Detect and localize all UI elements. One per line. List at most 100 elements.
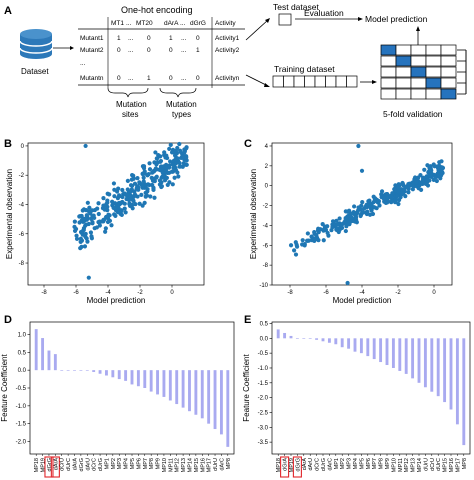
scatter-point (356, 143, 361, 149)
scatter-point (90, 219, 95, 225)
scatter-point (157, 167, 162, 172)
scatter-point (88, 230, 94, 235)
bar (105, 370, 108, 376)
scatter-point (373, 196, 378, 201)
scatter-point (343, 228, 348, 234)
fold-cell (410, 88, 427, 100)
fold-cell (440, 88, 457, 100)
matrix-activity: Activityn (215, 75, 240, 82)
scatter-point (366, 199, 371, 204)
scatter-point (386, 199, 391, 204)
highlight-box (280, 456, 290, 478)
scatter-point (406, 190, 411, 195)
bar (111, 370, 115, 378)
x-tick-label: dGrG (79, 458, 85, 471)
scatter-point (400, 181, 405, 186)
x-tick-label: MP3 (347, 458, 353, 469)
scatter-point (135, 176, 140, 181)
scatter-point (168, 142, 173, 148)
scatter-point (74, 236, 80, 241)
scatter-point (321, 238, 326, 243)
x-tick-label: dUrG (98, 458, 104, 471)
y-tick-label: 0.0 (260, 336, 269, 342)
scatter-point (87, 205, 92, 210)
scatter-point (161, 173, 166, 178)
scatter-point (83, 234, 88, 240)
x-tick-label: MP15 (443, 458, 449, 472)
scatter-point (125, 178, 130, 183)
scatter-point (72, 219, 77, 224)
highlight-box (50, 456, 60, 478)
scatter-point (184, 158, 189, 163)
scatter-point (169, 169, 175, 174)
scatter-point (140, 171, 145, 176)
scatter-point (181, 161, 186, 166)
scatter-point (130, 202, 135, 208)
fold-cell (395, 66, 412, 78)
scatter-point (440, 170, 445, 176)
scatter-point (381, 196, 386, 201)
y-tick-label: -3.5 (258, 440, 269, 446)
scatter-point (428, 169, 433, 174)
y-axis-label: Experimental observation (5, 169, 14, 259)
matrix-cell: 1 (147, 75, 151, 82)
y-tick-label: -10 (259, 283, 268, 289)
scatter-point (364, 202, 369, 207)
bar (149, 370, 153, 392)
x-tick-label: -4 (359, 290, 365, 296)
bar (79, 370, 83, 371)
y-tick-label: -8 (19, 261, 25, 267)
scatter-point (158, 158, 164, 164)
validation-folds (380, 44, 467, 100)
fold-cell (440, 55, 457, 67)
mutation-types-label: Mutation types (166, 100, 197, 119)
scatter-point (169, 150, 175, 155)
bar (85, 370, 89, 371)
scatter-point (147, 167, 153, 172)
x-tick-label: MP10 (391, 458, 397, 472)
x-tick-label: dArA (73, 458, 79, 471)
scatter-point (368, 206, 374, 211)
scatter-point (105, 208, 110, 213)
scatter-point (321, 227, 327, 232)
scatter-point (157, 182, 162, 187)
x-tick-label: MP10 (162, 458, 168, 472)
x-tick-label: dUrU (423, 458, 429, 471)
scatter-point (83, 231, 88, 237)
matrix-cell: 0 (169, 75, 173, 82)
scatter-point (355, 209, 360, 215)
x-tick-label: MP6 (136, 458, 142, 469)
scatter-point (146, 172, 151, 177)
training-dataset-row (272, 75, 358, 88)
y-tick-label: 0.5 (18, 350, 27, 356)
y-tick-label: -6 (19, 232, 25, 238)
scatter-point (293, 240, 298, 245)
scatter-point (334, 218, 339, 223)
panel-a: A Dataset One-hot encoding MT1 ... MT20 … (4, 2, 467, 119)
scatter-point (113, 208, 119, 213)
scatter-point (170, 162, 175, 167)
matrix-cell: ... (128, 75, 134, 82)
bar (321, 338, 325, 342)
fold-cell (395, 44, 412, 56)
x-tick-label: -2 (395, 290, 401, 296)
scatter-point (103, 226, 108, 231)
x-tick-label: MP2 (111, 458, 117, 469)
header-dara: dArA (164, 20, 179, 27)
scatter-point (74, 233, 79, 238)
x-axis-label: Model prediction (87, 296, 146, 305)
y-tick-label: -4 (19, 202, 25, 208)
scatter-point (84, 213, 89, 218)
x-tick-label: MP1 (334, 458, 340, 469)
bar (315, 338, 319, 340)
scatter-point (425, 183, 431, 188)
matrix-cell: ... (181, 75, 187, 82)
fold-cell (410, 66, 427, 78)
scatter-point (173, 157, 178, 162)
bar (162, 370, 166, 397)
scatter-point (164, 175, 169, 181)
scatter-point (153, 150, 158, 155)
scatter-point (416, 175, 421, 180)
y-tick-label: -2.0 (258, 396, 269, 402)
